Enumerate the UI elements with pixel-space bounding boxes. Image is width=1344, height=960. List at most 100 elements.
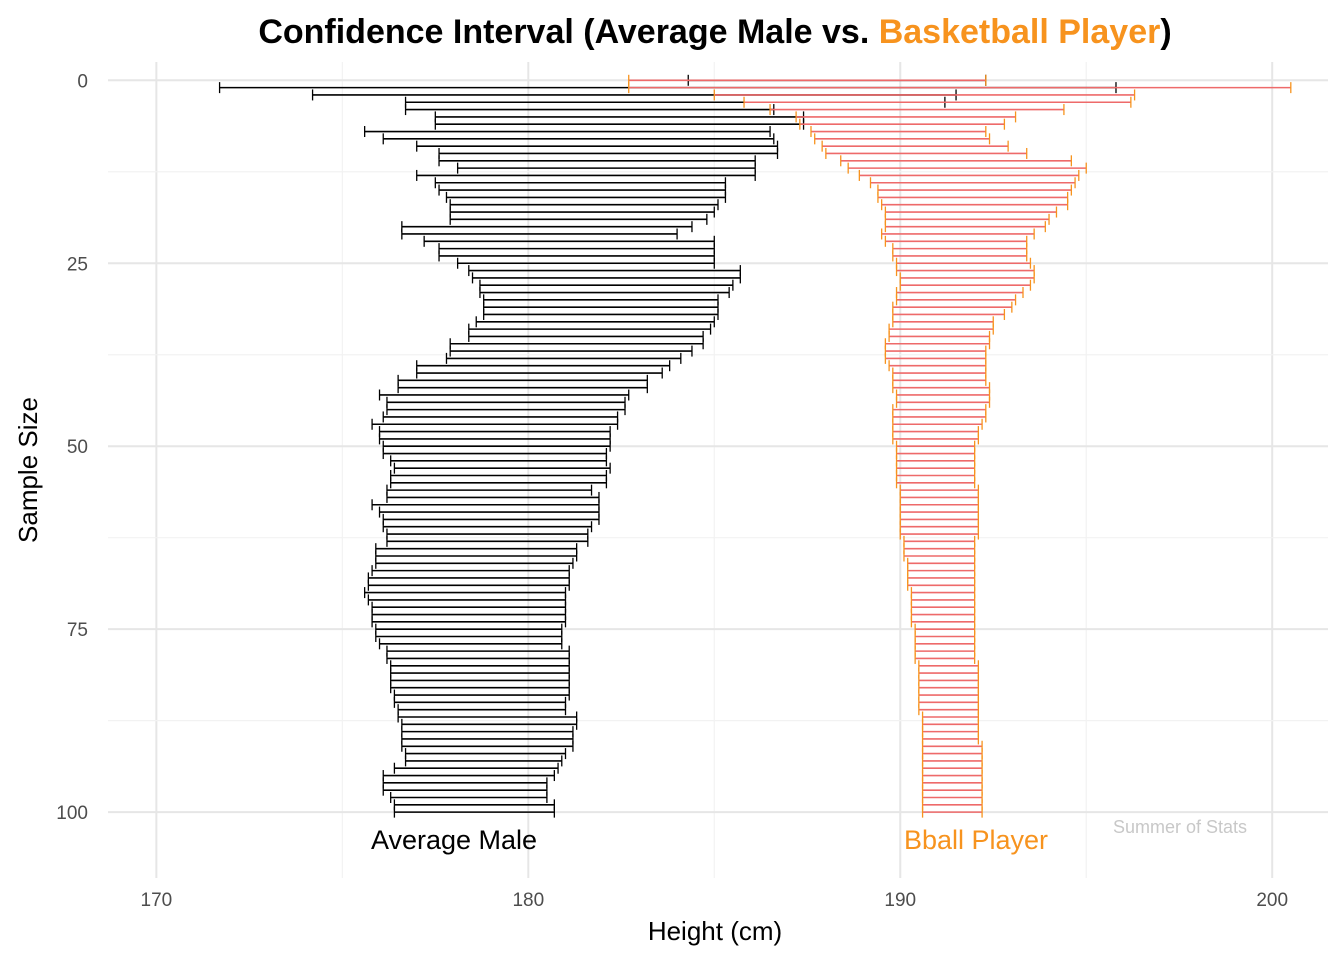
male-interval [367,579,570,591]
bball-interval [892,374,987,386]
x-tick-label: 180 [512,890,544,911]
male-interval [416,367,663,379]
male-interval [434,111,805,123]
bball-interval [814,133,991,145]
bball-interval [892,433,980,445]
male-interval [386,645,570,657]
male-interval [468,330,704,342]
bball-interval [892,404,987,416]
title-part-highlight: Basketball Player [879,13,1161,51]
male-interval [386,652,570,664]
bball-interval [895,469,976,481]
bball-interval [918,704,980,716]
male-interval [416,360,671,372]
bball-interval [888,360,987,372]
bball-interval [895,294,1017,306]
male-interval [363,587,567,599]
bball-interval [918,682,980,694]
bball-interval [918,660,980,672]
bball-interval [921,799,983,811]
male-interval [371,609,567,621]
male-group-label: Average Male [371,825,537,855]
male-interval [371,418,619,430]
bball-interval [858,169,1080,181]
male-interval [382,513,600,525]
male-interval [449,199,719,211]
male-interval [393,689,570,701]
bball-interval [899,528,980,540]
male-interval [404,748,567,760]
male-interval [393,799,555,811]
bball-interval [825,147,1028,159]
bball-interval [921,791,983,803]
male-interval [382,777,548,789]
bball-interval [892,382,991,394]
bball-interval [895,287,1024,299]
male-interval [386,484,593,496]
bball-interval [895,462,976,474]
male-interval [378,389,630,401]
male-interval [378,506,600,518]
male-interval [404,755,563,767]
y-tick-label: 50 [67,437,88,458]
male-interval [375,623,563,635]
bball-interval [910,601,976,613]
x-axis-title: Height (cm) [648,916,782,946]
male-interval [382,784,548,796]
male-interval [449,213,708,225]
bball-interval [899,484,980,496]
bball-interval [910,587,976,599]
male-interval [390,477,608,489]
male-interval [386,396,626,408]
bball-interval [903,543,976,555]
bball-interval [892,301,1013,313]
bball-interval [869,177,1076,189]
bball-interval [921,784,983,796]
male-interval [483,301,719,313]
bball-interval [810,126,987,138]
male-interval [393,762,559,774]
bball-interval [799,118,1006,130]
bball-interval [884,235,1028,247]
male-interval [371,601,567,613]
male-interval [367,572,570,584]
bball-interval [907,557,976,569]
male-interval [390,682,570,694]
bball-interval [921,777,983,789]
chart-title: Confidence Interval (Average Male vs. Ba… [258,13,1171,51]
male-interval [390,674,570,686]
male-interval [471,272,741,284]
bball-interval [921,733,980,745]
male-interval [416,169,756,181]
male-interval [390,469,608,481]
bball-interval [881,228,1035,240]
male-interval [445,191,727,203]
male-interval [393,806,555,818]
male-interval [363,126,771,138]
x-tick-label: 200 [1256,890,1288,911]
male-interval [375,630,563,642]
bball-interval [918,674,980,686]
bball-interval [895,265,1035,277]
male-interval [367,594,567,606]
male-interval [449,345,693,357]
bball-interval [899,521,980,533]
bball-interval [888,323,994,335]
bball-interval [877,184,1073,196]
bball-interval [918,696,980,708]
male-interval [397,382,648,394]
male-interval [382,133,775,145]
bball-interval [914,652,976,664]
y-axis-title: Sample Size [13,397,43,543]
male-interval [390,455,608,467]
bball-interval [921,806,983,818]
male-interval [479,279,734,291]
male-interval [438,147,779,159]
series-bball-player [628,74,1292,818]
male-interval [445,352,682,364]
bball-interval [892,308,1006,320]
male-interval [371,499,600,511]
bball-interval [840,155,1073,167]
bball-interval [895,257,1032,269]
male-interval [483,308,719,320]
